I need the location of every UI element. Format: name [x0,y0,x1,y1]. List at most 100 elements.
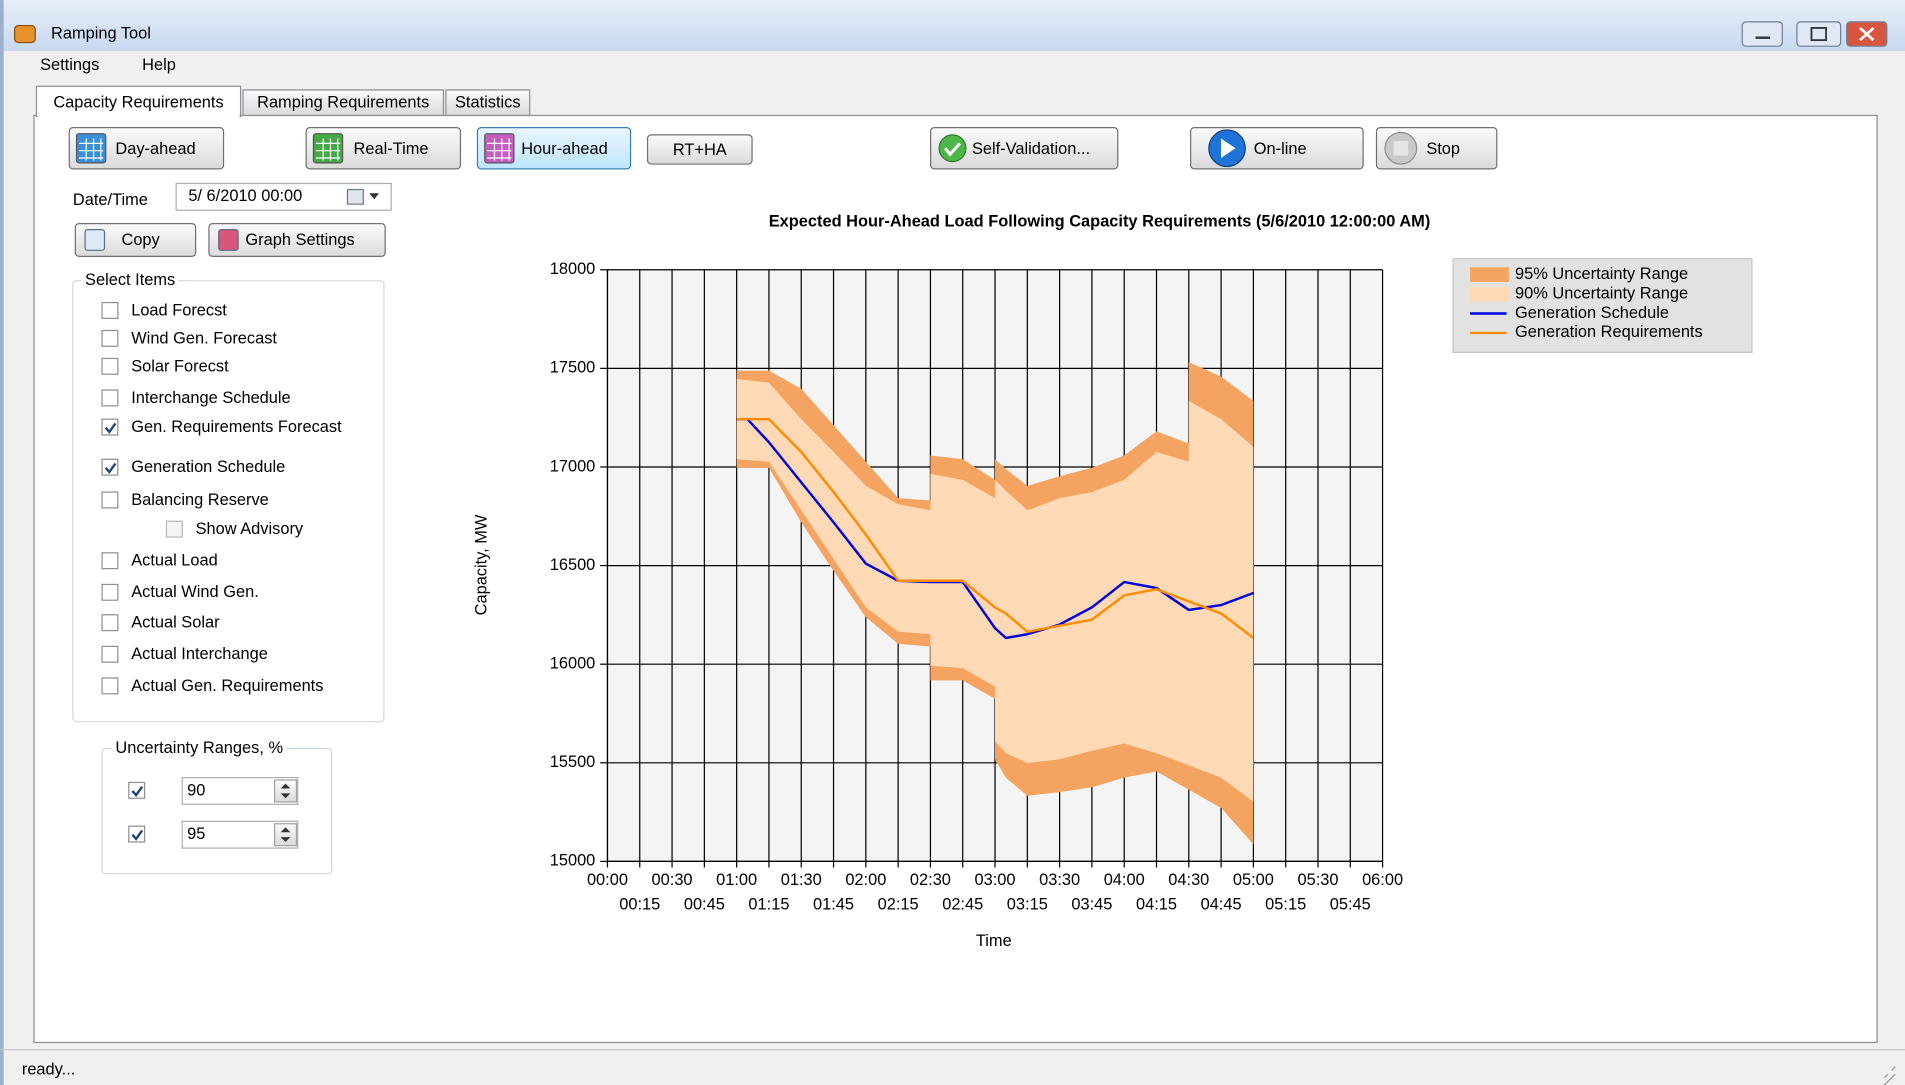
tab-label[interactable]: Statistics [455,94,521,112]
button-label[interactable]: Stop [1426,140,1460,158]
spin-buttons[interactable] [273,823,298,847]
resize-grip [1883,1066,1896,1085]
close-glyph [1859,26,1875,42]
maximize-button[interactable] [1796,21,1842,47]
x-tick-label: 01:00 [716,871,757,889]
button-icon-play [1220,138,1236,158]
button-label[interactable]: Graph Settings [245,231,354,249]
button[interactable] [930,126,1119,170]
checkbox[interactable] [101,389,119,407]
series-line [736,417,1255,639]
button[interactable] [208,222,386,257]
checkbox-label[interactable]: Interchange Schedule [131,389,290,407]
button-icon-grid [315,138,341,161]
x-tick-label: 01:30 [781,871,822,889]
button[interactable] [646,134,753,165]
tab[interactable] [445,89,531,117]
checkbox[interactable] [101,583,119,601]
button-label[interactable]: Self-Validation... [972,140,1090,158]
x-axis-title: Time [976,932,1012,950]
button-label[interactable]: Real-Time [354,140,429,158]
checkbox[interactable] [101,677,119,695]
x-tick-label: 04:30 [1168,871,1209,889]
status-text: ready... [22,1061,75,1079]
checkbox-label[interactable]: Show Advisory [196,520,304,538]
group-title: Select Items [85,271,175,289]
button-icon-check [944,142,961,157]
spin-value[interactable]: 95 [187,825,205,843]
button[interactable] [74,222,197,257]
tab-label[interactable]: Capacity Requirements [53,94,223,112]
tab-label[interactable]: Ramping Requirements [257,94,429,112]
button-label[interactable]: Copy [121,231,160,249]
app-icon [13,24,36,44]
button[interactable] [305,126,462,170]
x-tick-label: 03:00 [975,871,1016,889]
checkbox[interactable] [101,552,119,570]
checkbox[interactable] [165,520,183,538]
button[interactable] [476,126,632,170]
spin-buttons[interactable] [273,779,298,803]
group-box [72,280,385,723]
checkbox-label[interactable]: Actual Interchange [131,645,268,663]
menu-item[interactable]: Settings [40,56,99,74]
checkbox[interactable] [101,301,119,319]
spin-value[interactable]: 90 [187,781,205,799]
x-tick-label: 03:30 [1039,871,1080,889]
calendar-icon[interactable] [346,188,364,205]
minimize-button[interactable] [1741,21,1783,47]
checkbox-label[interactable]: Gen. Requirements Forecast [131,418,342,436]
button-icon [312,133,344,164]
button-icon-grid [78,138,104,161]
checkbox-label[interactable]: Load Forecst [131,301,227,319]
x-tick-label: 03:15 [1007,895,1048,913]
button-label[interactable]: On-line [1254,140,1307,158]
checkbox-label[interactable]: Actual Load [131,552,218,570]
checkbox-label[interactable]: Generation Schedule [131,458,285,476]
checkbox-label[interactable]: Solar Forecst [131,357,229,375]
maximize-glyph [1810,27,1827,42]
checkbox-label[interactable]: Actual Solar [131,614,220,632]
group-title-bg [81,271,179,290]
legend-swatch [1470,286,1509,302]
button-label[interactable]: Hour-ahead [521,140,608,158]
x-tick-label: 00:45 [684,895,725,913]
tab[interactable] [242,89,445,117]
checkbox[interactable] [101,357,119,375]
button-label[interactable]: Day-ahead [115,140,195,158]
checkbox-label[interactable]: Actual Gen. Requirements [131,677,323,695]
date-time-value[interactable]: 5/ 6/2010 00:00 [188,187,302,205]
x-tick-label: 01:45 [813,895,854,913]
y-tick-label: 17500 [550,359,596,377]
checkbox-mark [131,785,144,798]
button-icon [938,134,967,163]
checkbox-label[interactable]: Actual Wind Gen. [131,583,259,601]
x-tick-label: 04:15 [1136,895,1177,913]
group-title-bg [111,738,287,757]
legend-label: 90% Uncertainty Range [1515,284,1688,302]
checkbox[interactable] [101,458,119,476]
checkbox[interactable] [101,491,119,509]
checkbox[interactable] [128,781,146,799]
checkbox-label[interactable]: Wind Gen. Forecast [131,329,277,347]
x-tick-label: 04:00 [1104,871,1145,889]
checkbox-label[interactable]: Balancing Reserve [131,491,269,509]
y-tick-label: 16000 [550,655,596,673]
checkbox[interactable] [128,825,146,843]
x-tick-label: 00:15 [619,895,660,913]
y-tick-label: 17000 [550,457,596,475]
checkbox[interactable] [101,645,119,663]
checkbox[interactable] [101,329,119,347]
menu-item[interactable]: Help [142,56,176,74]
checkbox[interactable] [101,614,119,632]
button-label[interactable]: RT+HA [673,141,727,159]
y-tick-label: 16500 [550,556,596,574]
tab[interactable] [35,85,242,118]
checkbox-mark [104,462,117,475]
checkbox-mark [104,422,117,434]
checkbox[interactable] [101,418,119,436]
button[interactable] [68,126,225,170]
x-tick-label: 02:15 [878,895,919,913]
legend-label: 95% Uncertainty Range [1515,265,1688,283]
